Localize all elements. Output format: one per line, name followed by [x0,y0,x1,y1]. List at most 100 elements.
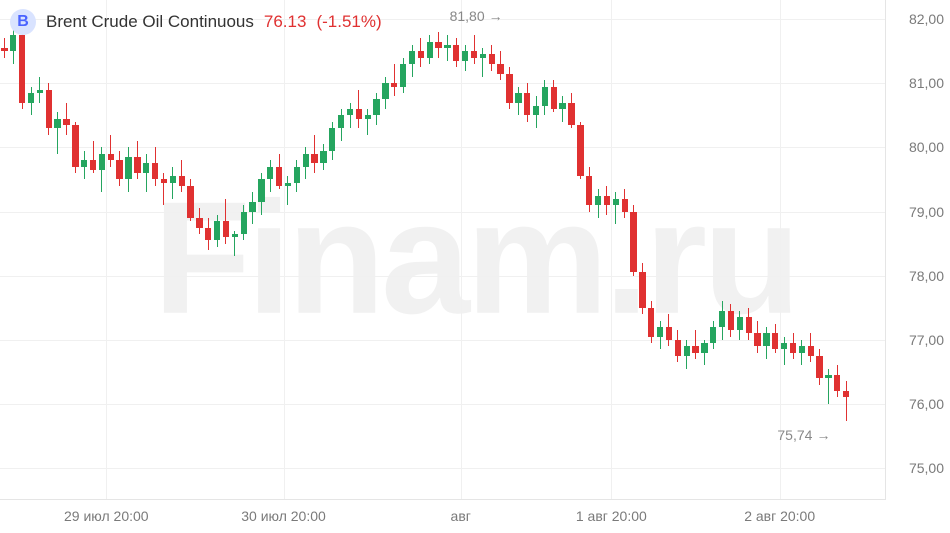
candle-body[interactable] [205,228,211,241]
candle-body[interactable] [462,51,468,61]
candle-body[interactable] [161,179,167,182]
candle-body[interactable] [267,167,273,180]
candle-body[interactable] [382,83,388,99]
candle-body[interactable] [187,186,193,218]
price-change: (-1.51%) [316,12,381,32]
candle-body[interactable] [489,54,495,64]
candle-body[interactable] [170,176,176,182]
candle-body[interactable] [108,154,114,160]
candle-body[interactable] [338,115,344,128]
candle-body[interactable] [675,340,681,356]
candle-body[interactable] [143,163,149,173]
candle-body[interactable] [223,221,229,237]
candle-body[interactable] [772,333,778,349]
candle-body[interactable] [639,272,645,307]
candle-body[interactable] [347,109,353,115]
candle-body[interactable] [179,176,185,186]
candle-body[interactable] [577,125,583,176]
candle-body[interactable] [37,90,43,93]
candle-body[interactable] [303,154,309,167]
candle-body[interactable] [134,157,140,173]
candle-body[interactable] [241,212,247,234]
candle-body[interactable] [10,35,16,51]
candle-body[interactable] [28,93,34,103]
candle-body[interactable] [453,45,459,61]
candle-body[interactable] [754,333,760,346]
candle-body[interactable] [409,51,415,64]
candle-body[interactable] [320,151,326,164]
candle-body[interactable] [781,343,787,349]
candle-body[interactable] [444,45,450,48]
chart-plot-area[interactable]: 81,80→75,74→ [0,0,886,500]
candle-body[interactable] [551,87,557,109]
candle-body[interactable] [435,42,441,48]
candle-body[interactable] [692,346,698,352]
candle-body[interactable] [719,311,725,327]
candle-body[interactable] [471,51,477,57]
candle-body[interactable] [533,106,539,116]
candle-body[interactable] [365,115,371,118]
candle-body[interactable] [834,375,840,391]
candle-body[interactable] [595,196,601,206]
candle-body[interactable] [373,99,379,115]
candle-body[interactable] [480,54,486,57]
candle-body[interactable] [604,196,610,206]
candle-body[interactable] [497,64,503,74]
candle-body[interactable] [790,343,796,353]
candle-body[interactable] [285,183,291,186]
candle-body[interactable] [816,356,822,378]
candle-body[interactable] [506,74,512,103]
candle-body[interactable] [657,327,663,337]
candle-body[interactable] [116,160,122,179]
candle-body[interactable] [586,176,592,205]
candle-body[interactable] [276,167,282,186]
candle-body[interactable] [542,87,548,106]
candle-body[interactable] [81,160,87,166]
candle-body[interactable] [524,93,530,115]
candle-body[interactable] [701,343,707,353]
candle-body[interactable] [568,103,574,125]
candle-body[interactable] [825,375,831,378]
candle-body[interactable] [356,109,362,119]
candle-body[interactable] [622,199,628,212]
candle-body[interactable] [666,327,672,340]
candle-body[interactable] [648,308,654,337]
candle-body[interactable] [232,234,238,237]
candle-body[interactable] [311,154,317,164]
candle-body[interactable] [400,64,406,86]
candle-body[interactable] [54,119,60,129]
candle-body[interactable] [613,199,619,205]
candle-body[interactable] [746,317,752,333]
candle-body[interactable] [249,202,255,212]
candle-body[interactable] [630,212,636,273]
candle-body[interactable] [46,90,52,128]
candle-body[interactable] [152,163,158,179]
candle-body[interactable] [214,221,220,240]
candle-body[interactable] [559,103,565,109]
candle-body[interactable] [19,35,25,102]
candle-body[interactable] [90,160,96,170]
candle-body[interactable] [125,157,131,179]
candle-body[interactable] [728,311,734,330]
candle-body[interactable] [72,125,78,167]
candle-body[interactable] [329,128,335,150]
candle-body[interactable] [196,218,202,228]
candle-body[interactable] [418,51,424,57]
candle-body[interactable] [515,93,521,103]
instrument-badge[interactable]: B [10,9,36,35]
candle-body[interactable] [294,167,300,183]
candle-body[interactable] [99,154,105,170]
candle-body[interactable] [710,327,716,343]
candle-body[interactable] [258,179,264,201]
candle-body[interactable] [684,346,690,356]
candle-body[interactable] [763,333,769,346]
candle-body[interactable] [1,48,7,51]
candle-body[interactable] [427,42,433,58]
candle-body[interactable] [737,317,743,330]
instrument-title[interactable]: Brent Crude Oil Continuous [46,12,254,32]
candle-body[interactable] [799,346,805,352]
candle-body[interactable] [808,346,814,356]
candle-body[interactable] [63,119,69,125]
candle-body[interactable] [391,83,397,86]
candle-body[interactable] [843,391,849,397]
